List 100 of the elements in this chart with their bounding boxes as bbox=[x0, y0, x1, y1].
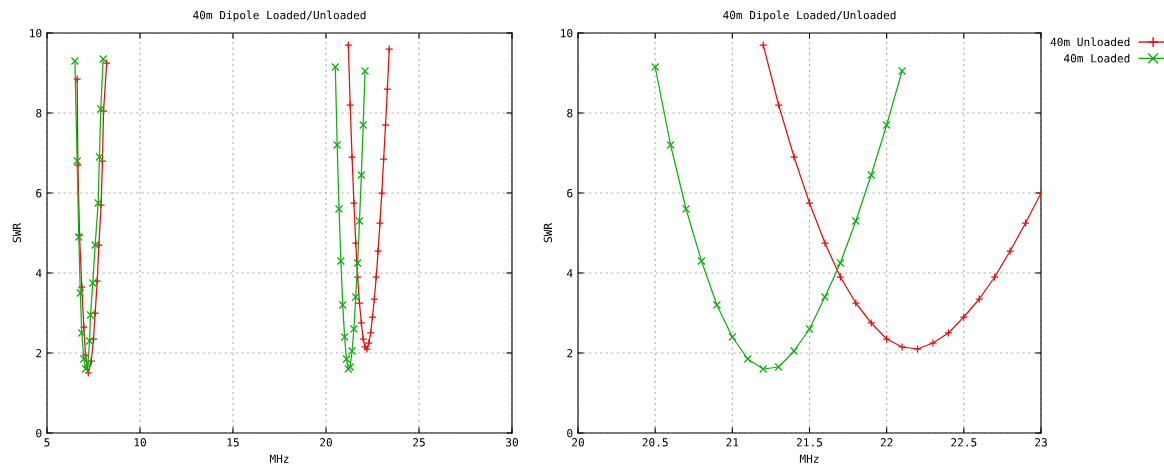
point bbox=[347, 152, 357, 162]
y-tick-label: 10 bbox=[561, 29, 573, 38]
point bbox=[913, 344, 922, 354]
x-tick-label: 20 bbox=[320, 438, 332, 447]
point bbox=[333, 140, 342, 150]
point bbox=[73, 156, 82, 166]
x-tick-label: 21.5 bbox=[796, 438, 822, 447]
point bbox=[99, 54, 108, 64]
point bbox=[851, 216, 860, 226]
point bbox=[383, 84, 392, 94]
point bbox=[355, 298, 364, 308]
point bbox=[975, 294, 984, 304]
y-tick-label: 6 bbox=[36, 189, 42, 198]
y-tick-label: 0 bbox=[36, 429, 42, 438]
x-tick-label: 10 bbox=[134, 438, 146, 447]
y-tick-label: 2 bbox=[36, 349, 42, 358]
point bbox=[79, 354, 88, 364]
point bbox=[357, 170, 366, 180]
point bbox=[379, 154, 388, 164]
chart-title: 40m Dipole Loaded/Unloaded bbox=[723, 10, 896, 22]
point bbox=[336, 256, 345, 266]
point bbox=[359, 120, 368, 130]
point bbox=[1006, 246, 1015, 256]
point bbox=[368, 312, 377, 322]
y-axis-title: SWR bbox=[12, 222, 22, 243]
point bbox=[774, 100, 783, 110]
point bbox=[805, 198, 814, 208]
point bbox=[357, 318, 366, 328]
point bbox=[351, 238, 360, 248]
point bbox=[774, 362, 783, 372]
point bbox=[836, 272, 845, 282]
legend-label: 40m Unloaded bbox=[1050, 37, 1130, 47]
point bbox=[77, 328, 86, 338]
x-tick-label: 22.5 bbox=[951, 438, 977, 447]
x-tick-label: 23 bbox=[1035, 438, 1047, 447]
point bbox=[76, 288, 85, 298]
point bbox=[81, 364, 90, 374]
point bbox=[372, 272, 381, 282]
point bbox=[375, 218, 385, 228]
point bbox=[1021, 218, 1030, 228]
point bbox=[331, 62, 340, 72]
point bbox=[355, 216, 364, 226]
point bbox=[347, 346, 357, 356]
point bbox=[959, 312, 968, 322]
point bbox=[85, 336, 94, 346]
point bbox=[789, 346, 799, 356]
y-tick-label: 6 bbox=[567, 189, 573, 198]
point bbox=[373, 246, 383, 256]
point bbox=[83, 358, 93, 368]
point bbox=[95, 152, 104, 162]
point bbox=[805, 324, 814, 334]
y-tick-label: 4 bbox=[36, 269, 42, 278]
point bbox=[820, 292, 830, 302]
point bbox=[334, 204, 344, 214]
y-axis-title: SWR bbox=[543, 222, 553, 243]
point bbox=[360, 66, 370, 76]
point bbox=[344, 40, 353, 50]
point bbox=[898, 66, 907, 76]
point bbox=[651, 62, 660, 72]
point bbox=[84, 368, 93, 378]
point bbox=[351, 292, 360, 302]
point bbox=[359, 334, 368, 344]
y-tick-label: 0 bbox=[567, 429, 573, 438]
point bbox=[88, 278, 97, 288]
point bbox=[867, 170, 876, 180]
point bbox=[789, 152, 799, 162]
point bbox=[70, 56, 79, 66]
point bbox=[340, 332, 349, 342]
point bbox=[944, 328, 953, 338]
point bbox=[759, 40, 768, 50]
point bbox=[697, 256, 706, 266]
point bbox=[338, 300, 347, 310]
point bbox=[759, 364, 768, 374]
x-tick-label: 5 bbox=[44, 438, 50, 447]
y-tick-label: 2 bbox=[567, 349, 573, 358]
point bbox=[377, 188, 386, 198]
point bbox=[867, 318, 876, 328]
point bbox=[349, 324, 358, 334]
point bbox=[370, 294, 379, 304]
x-tick-label: 30 bbox=[506, 438, 518, 447]
point bbox=[728, 332, 737, 342]
x-tick-label: 20 bbox=[572, 438, 584, 447]
point bbox=[990, 272, 999, 282]
point bbox=[712, 300, 721, 310]
y-tick-label: 10 bbox=[30, 29, 42, 38]
point bbox=[79, 322, 88, 332]
y-tick-label: 4 bbox=[567, 269, 573, 278]
x-tick-label: 21 bbox=[726, 438, 739, 447]
point bbox=[366, 328, 375, 338]
point bbox=[381, 120, 390, 130]
point bbox=[820, 238, 830, 248]
x-tick-label: 20.5 bbox=[642, 438, 668, 447]
x-tick-label: 15 bbox=[227, 438, 239, 447]
chart-title: 40m Dipole Loaded/Unloaded bbox=[193, 10, 366, 22]
point bbox=[681, 204, 691, 214]
point bbox=[86, 310, 95, 320]
point bbox=[898, 342, 907, 352]
point bbox=[342, 354, 351, 364]
point bbox=[928, 338, 938, 348]
point bbox=[666, 140, 675, 150]
